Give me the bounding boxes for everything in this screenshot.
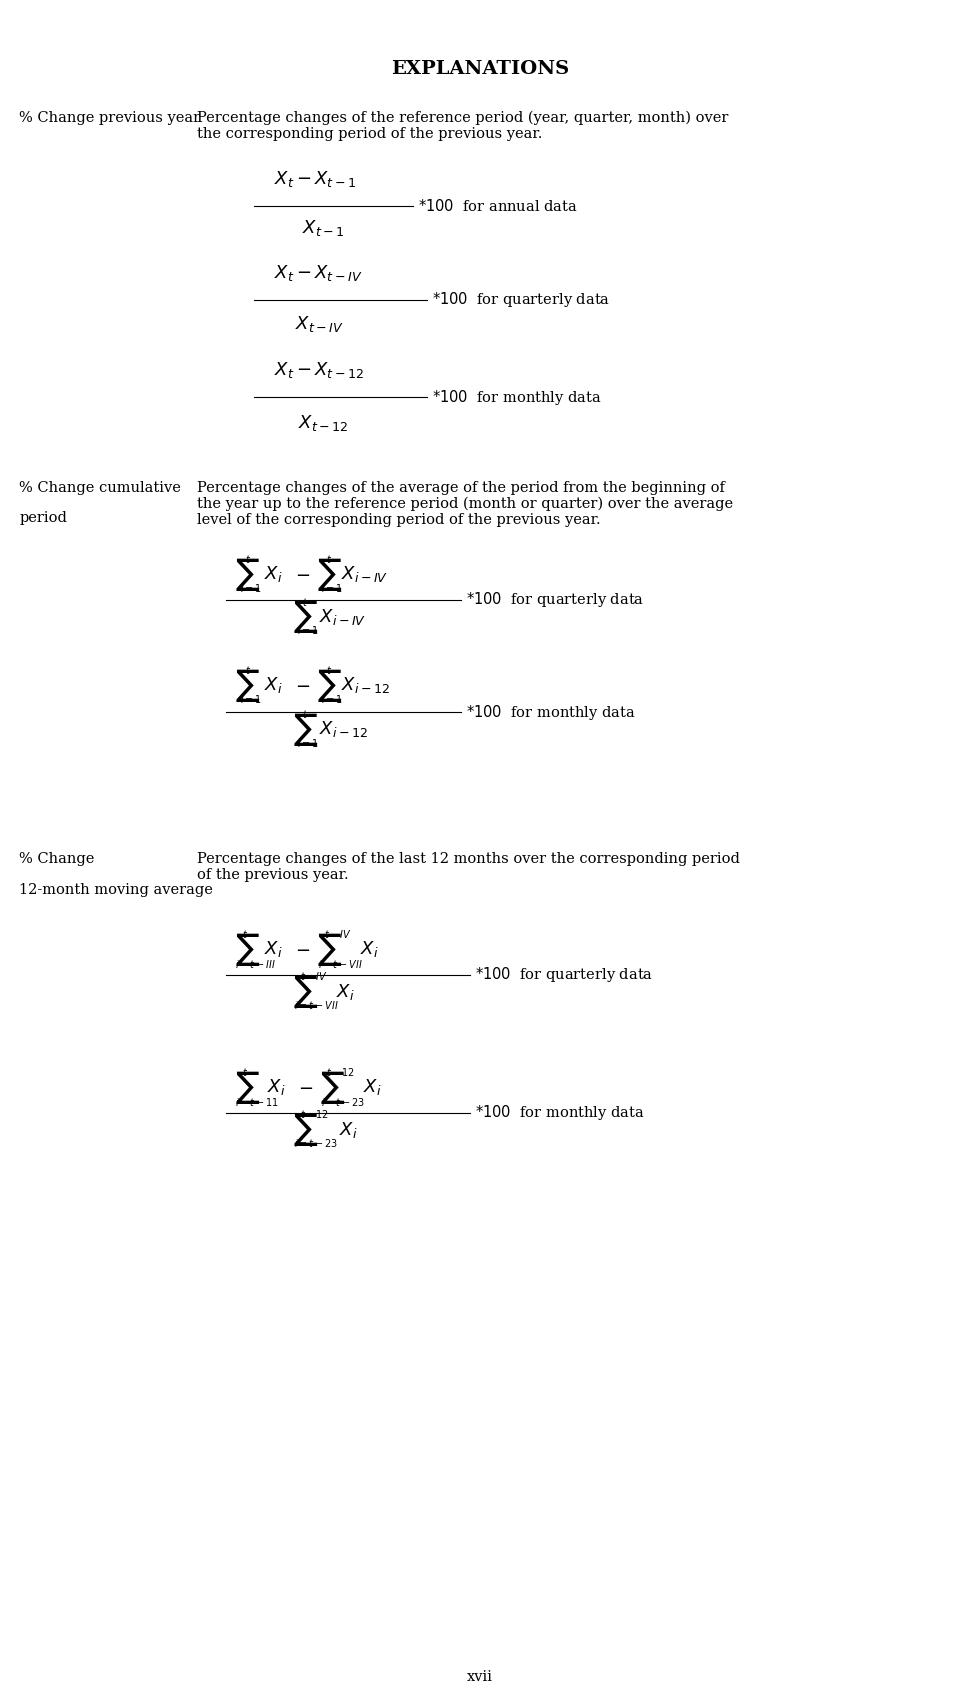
- Text: $t$: $t$: [242, 1065, 248, 1079]
- Text: $i=t-VII$: $i=t-VII$: [294, 999, 338, 1012]
- Text: $\sum$: $\sum$: [293, 598, 318, 636]
- Text: $t-12$: $t-12$: [300, 1108, 329, 1121]
- Text: $X_{i-IV}$: $X_{i-IV}$: [319, 607, 366, 627]
- Text: $t-IV$: $t-IV$: [300, 970, 328, 983]
- Text: $X_{i-IV}$: $X_{i-IV}$: [341, 564, 388, 584]
- Text: $t$: $t$: [326, 663, 332, 676]
- Text: $\sum$: $\sum$: [293, 973, 318, 1010]
- Text: $i=1$: $i=1$: [321, 692, 343, 705]
- Text: $\sum$: $\sum$: [235, 556, 260, 593]
- Text: $*100$  for annual data: $*100$ for annual data: [418, 198, 577, 215]
- Text: $i=1$: $i=1$: [297, 624, 319, 637]
- Text: EXPLANATIONS: EXPLANATIONS: [391, 60, 569, 78]
- Text: $X_{i}$: $X_{i}$: [267, 1077, 285, 1097]
- Text: $\sum$: $\sum$: [235, 1068, 260, 1106]
- Text: $\sum$: $\sum$: [317, 556, 342, 593]
- Text: $X_{i}$: $X_{i}$: [339, 1120, 357, 1140]
- Text: $t$: $t$: [302, 595, 308, 608]
- Text: $X_{i-12}$: $X_{i-12}$: [341, 675, 390, 695]
- Text: $t$: $t$: [245, 552, 251, 566]
- Text: $X_{i}$: $X_{i}$: [336, 982, 354, 1002]
- Text: $i=1$: $i=1$: [240, 581, 262, 595]
- Text: $*100$  for monthly data: $*100$ for monthly data: [466, 702, 636, 722]
- Text: $i=1$: $i=1$: [240, 692, 262, 705]
- Text: % Change: % Change: [19, 852, 95, 866]
- Text: $i=t-11$: $i=t-11$: [235, 1096, 279, 1109]
- Text: $X_{i}$: $X_{i}$: [360, 939, 378, 959]
- Text: $*100$  for monthly data: $*100$ for monthly data: [475, 1102, 645, 1123]
- Text: % Change previous year: % Change previous year: [19, 111, 201, 124]
- Text: $X_{t}-X_{t-1}$: $X_{t}-X_{t-1}$: [274, 169, 356, 189]
- Text: period: period: [19, 511, 67, 525]
- Text: $i=t-III$: $i=t-III$: [235, 958, 276, 971]
- Text: $\sum$: $\sum$: [235, 666, 260, 704]
- Text: $t-12$: $t-12$: [326, 1065, 355, 1079]
- Text: $i=1$: $i=1$: [297, 736, 319, 750]
- Text: $i=t-VII$: $i=t-VII$: [318, 958, 362, 971]
- Text: $t$: $t$: [302, 707, 308, 721]
- Text: $t$: $t$: [245, 663, 251, 676]
- Text: 12-month moving average: 12-month moving average: [19, 883, 213, 896]
- Text: $\sum$: $\sum$: [317, 930, 342, 968]
- Text: $-$: $-$: [295, 566, 310, 583]
- Text: $\sum$: $\sum$: [235, 930, 260, 968]
- Text: $*100$  for quarterly data: $*100$ for quarterly data: [432, 290, 611, 310]
- Text: xvii: xvii: [467, 1670, 493, 1684]
- Text: $-$: $-$: [298, 1079, 313, 1096]
- Text: $X_{t-IV}$: $X_{t-IV}$: [295, 314, 344, 334]
- Text: $X_{i}$: $X_{i}$: [264, 675, 282, 695]
- Text: $X_{t-1}$: $X_{t-1}$: [302, 218, 345, 239]
- Text: $*100$  for monthly data: $*100$ for monthly data: [432, 387, 602, 407]
- Text: $X_{i}$: $X_{i}$: [264, 939, 282, 959]
- Text: $X_{i}$: $X_{i}$: [363, 1077, 381, 1097]
- Text: $X_{t}-X_{t-12}$: $X_{t}-X_{t-12}$: [274, 360, 364, 380]
- Text: $i=t-23$: $i=t-23$: [294, 1137, 338, 1150]
- Text: $i=t-23$: $i=t-23$: [321, 1096, 365, 1109]
- Text: $t$: $t$: [326, 552, 332, 566]
- Text: % Change cumulative: % Change cumulative: [19, 481, 181, 494]
- Text: Percentage changes of the last 12 months over the corresponding period
of the pr: Percentage changes of the last 12 months…: [197, 852, 739, 883]
- Text: $\sum$: $\sum$: [320, 1068, 345, 1106]
- Text: $\sum$: $\sum$: [293, 711, 318, 748]
- Text: $-$: $-$: [295, 676, 310, 694]
- Text: $t-IV$: $t-IV$: [324, 927, 352, 941]
- Text: Percentage changes of the reference period (year, quarter, month) over
the corre: Percentage changes of the reference peri…: [197, 111, 729, 141]
- Text: $X_{i}$: $X_{i}$: [264, 564, 282, 584]
- Text: $*100$  for quarterly data: $*100$ for quarterly data: [466, 590, 644, 610]
- Text: $X_{t-12}$: $X_{t-12}$: [298, 412, 348, 433]
- Text: $i=1$: $i=1$: [321, 581, 343, 595]
- Text: $*100$  for quarterly data: $*100$ for quarterly data: [475, 964, 654, 985]
- Text: $-$: $-$: [295, 941, 310, 958]
- Text: $X_{i-12}$: $X_{i-12}$: [319, 719, 368, 740]
- Text: $t$: $t$: [242, 927, 248, 941]
- Text: Percentage changes of the average of the period from the beginning of
the year u: Percentage changes of the average of the…: [197, 481, 732, 528]
- Text: $\sum$: $\sum$: [293, 1111, 318, 1148]
- Text: $\sum$: $\sum$: [317, 666, 342, 704]
- Text: $X_{t}-X_{t-IV}$: $X_{t}-X_{t-IV}$: [274, 262, 362, 283]
